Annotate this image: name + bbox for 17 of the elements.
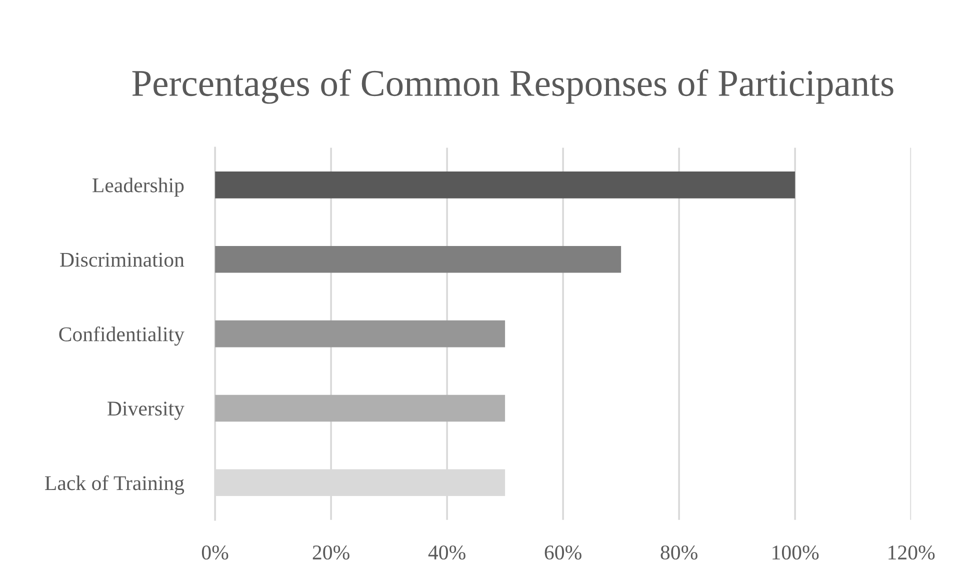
chart-title: Percentages of Common Responses of Participants bbox=[132, 69, 894, 104]
x-tick-label: 80% bbox=[660, 545, 698, 560]
x-tick-label: 120% bbox=[888, 545, 935, 560]
bar bbox=[215, 172, 796, 198]
x-tick-label: 100% bbox=[772, 545, 819, 560]
y-tick-label: Discrimination bbox=[60, 252, 184, 267]
y-tick-label: Leadership bbox=[92, 178, 184, 197]
bar bbox=[215, 246, 622, 273]
x-tick-label: 20% bbox=[312, 545, 350, 560]
x-tick-label: 40% bbox=[428, 545, 466, 560]
y-tick-label: Diversity bbox=[108, 402, 184, 420]
x-tick-label: 60% bbox=[544, 545, 582, 560]
x-tick-label: 0% bbox=[202, 545, 228, 560]
bar bbox=[215, 394, 506, 422]
bar bbox=[215, 320, 506, 348]
y-tick-label: Confidentiality bbox=[59, 326, 184, 346]
y-tick-label: Lack of Training bbox=[45, 475, 184, 494]
